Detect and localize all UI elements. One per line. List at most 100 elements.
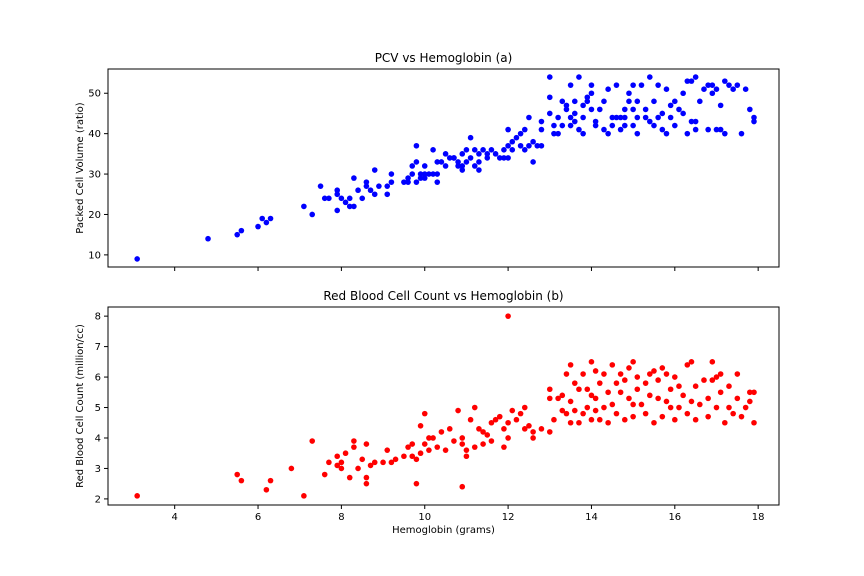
chart-pcv-point xyxy=(659,110,666,117)
chart-rbc-point xyxy=(401,453,407,460)
chart-rbc-point xyxy=(426,435,432,441)
chart-rbc-point xyxy=(588,359,595,365)
chart-rbc-point xyxy=(551,416,557,423)
chart-pcv-point xyxy=(713,126,720,133)
chart-rbc-point xyxy=(384,447,391,453)
chart-pcv-ytick-label: 10 xyxy=(88,250,101,261)
chart-rbc-point xyxy=(417,450,424,457)
chart-pcv-point xyxy=(488,147,495,153)
chart-rbc-point xyxy=(346,474,353,481)
chart-pcv-point xyxy=(467,155,474,161)
chart-pcv-point xyxy=(613,114,620,121)
chart-pcv-point xyxy=(334,191,341,198)
chart-pcv-point xyxy=(521,126,528,133)
chart-pcv-point xyxy=(697,98,703,105)
chart-rbc-point xyxy=(530,429,536,435)
chart-rbc-point xyxy=(571,380,578,386)
chart-pcv-point xyxy=(238,227,245,234)
chart-pcv-point xyxy=(588,90,595,97)
chart-pcv-point xyxy=(592,122,599,129)
chart-rbc-point xyxy=(717,389,724,396)
chart-rbc-point xyxy=(722,419,728,426)
chart-pcv-point xyxy=(692,126,699,133)
chart-rbc-point xyxy=(663,398,670,405)
chart-pcv-point xyxy=(634,114,641,121)
chart-pcv-point xyxy=(688,78,695,84)
chart-rbc-point xyxy=(672,374,678,380)
chart-pcv-point xyxy=(484,151,491,157)
chart-pcv-point xyxy=(688,118,695,125)
chart-pcv-point xyxy=(317,183,324,189)
chart-rbc-point xyxy=(467,416,474,423)
chart-rbc-point xyxy=(697,401,703,408)
chart-rbc-point xyxy=(438,429,445,435)
chart-rbc-point xyxy=(734,395,741,402)
chart-pcv-title: PCV vs Hemoglobin (a) xyxy=(375,51,513,65)
chart-pcv-point xyxy=(734,82,741,88)
chart-pcv-point xyxy=(413,179,420,185)
chart-rbc-point xyxy=(288,465,295,472)
chart-pcv-point xyxy=(338,195,345,202)
chart-pcv-point xyxy=(717,102,724,109)
chart-pcv-point xyxy=(430,147,436,153)
chart-pcv-point xyxy=(580,114,586,121)
chart-rbc-ticks: 4 6 8 10 12 14 16 18 2 3 4 5 6 7 8 xyxy=(95,312,765,523)
chart-rbc-point xyxy=(588,392,595,399)
chart-pcv-point xyxy=(384,191,391,198)
chart-pcv-point xyxy=(501,147,507,153)
chart-pcv-point xyxy=(321,195,328,202)
chart-rbc-ytick-label: 4 xyxy=(95,433,101,444)
chart-pcv-point xyxy=(713,86,720,93)
chart-pcv-point xyxy=(446,155,453,161)
chart-rbc-point xyxy=(409,453,416,460)
chart-pcv-point xyxy=(505,155,511,161)
chart-rbc-point xyxy=(751,389,757,396)
chart-pcv-ytick-label: 40 xyxy=(88,129,101,140)
chart-pcv-point xyxy=(417,171,424,177)
chart-rbc-point xyxy=(576,386,582,393)
chart-pcv-point xyxy=(471,163,478,169)
chart-rbc-point xyxy=(688,359,695,365)
chart-rbc-point xyxy=(359,456,366,463)
chart-pcv-point xyxy=(634,130,641,137)
chart-pcv-point xyxy=(588,82,595,88)
chart-rbc-point xyxy=(617,389,624,396)
chart-rbc-point xyxy=(413,456,420,463)
chart-pcv-point xyxy=(605,130,611,137)
chart-rbc-point xyxy=(747,398,753,405)
chart-pcv-point xyxy=(351,175,357,181)
chart-rbc-point xyxy=(463,447,470,453)
chart-pcv-point xyxy=(455,163,461,169)
chart-pcv-point xyxy=(517,130,524,137)
chart-pcv-point xyxy=(234,231,240,238)
chart-pcv-point xyxy=(434,171,441,177)
chart-rbc-point xyxy=(638,401,645,408)
chart-pcv-point xyxy=(351,203,357,210)
chart-pcv-point xyxy=(601,126,607,133)
chart-pcv-point xyxy=(580,130,586,137)
chart-rbc-ytick-label: 7 xyxy=(95,342,101,353)
chart-rbc-point xyxy=(580,410,586,417)
chart-pcv-point xyxy=(509,138,516,145)
chart-pcv-point xyxy=(617,114,624,121)
chart-rbc-point xyxy=(630,359,636,365)
chart-pcv-point xyxy=(726,82,732,88)
chart-rbc-point xyxy=(601,404,607,411)
chart-pcv-point xyxy=(476,159,482,165)
chart-rbc-point xyxy=(392,456,399,463)
chart-rbc-title: Red Blood Cell Count vs Hemoglobin (b) xyxy=(323,289,563,303)
chart-rbc-point xyxy=(351,438,357,444)
chart-pcv-point xyxy=(438,159,445,165)
chart-pcv-point xyxy=(621,106,628,113)
chart-rbc-point xyxy=(613,410,620,417)
chart-rbc-point xyxy=(334,462,341,469)
chart-rbc-point xyxy=(555,395,561,402)
chart-pcv-point xyxy=(434,179,441,185)
chart-pcv-point xyxy=(434,159,441,165)
chart-pcv-point xyxy=(459,163,466,169)
chart-rbc-point xyxy=(672,416,678,423)
chart-rbc-point xyxy=(459,435,466,441)
chart-rbc-point xyxy=(309,438,316,444)
chart-rbc-point xyxy=(434,444,441,450)
chart-pcv-point xyxy=(509,147,516,153)
